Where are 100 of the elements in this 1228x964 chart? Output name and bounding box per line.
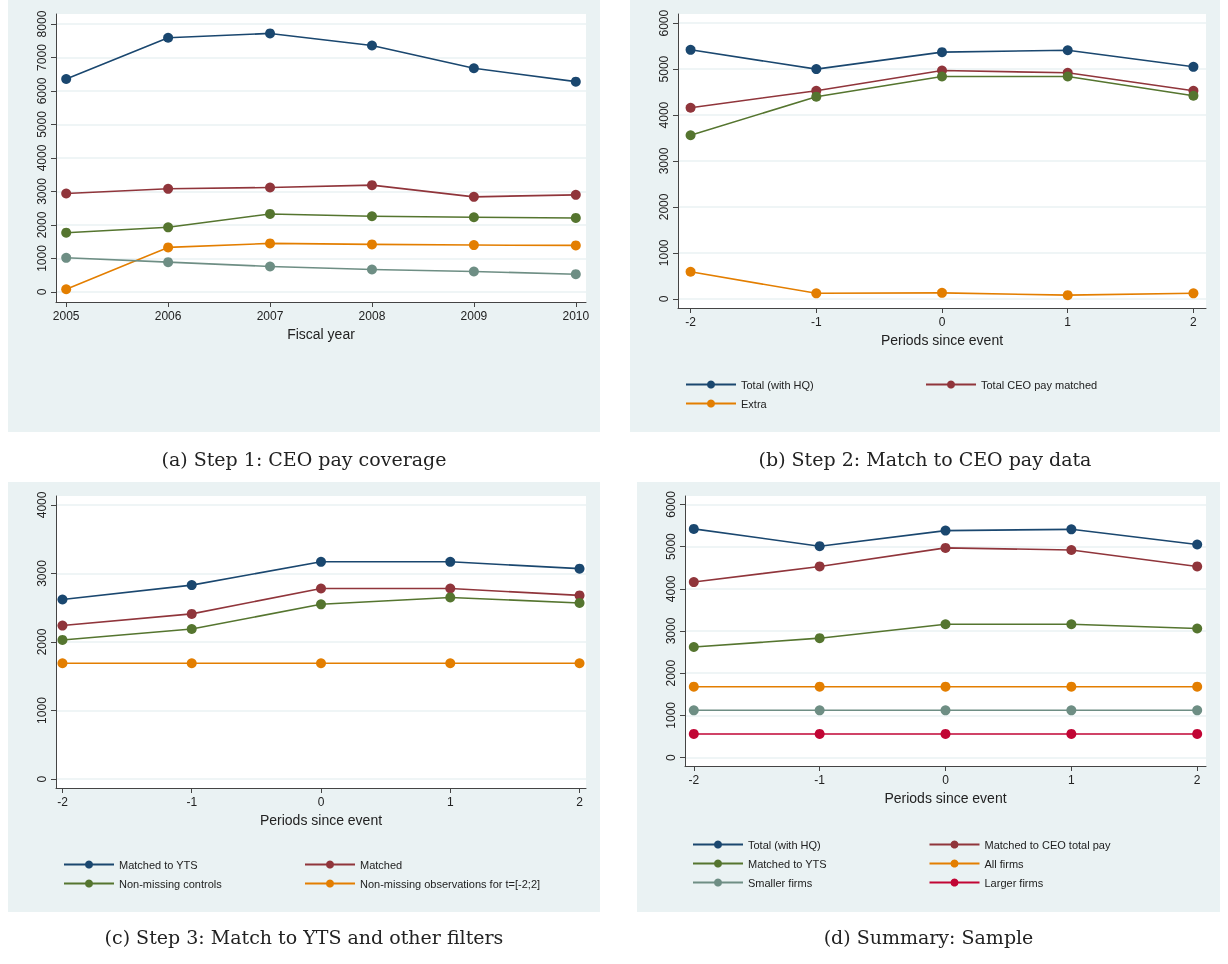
y-tick-label: 2000: [35, 211, 49, 239]
point: [685, 102, 696, 113]
point: [186, 658, 197, 669]
x-tick-label: -1: [810, 315, 822, 329]
x-tick-label: 1: [1064, 315, 1072, 329]
x-tick-label: -1: [814, 773, 826, 787]
point: [1192, 623, 1203, 634]
x-tick-label: -1: [186, 795, 198, 809]
point: [814, 728, 825, 739]
legend-label: Total (with HQ): [741, 378, 814, 391]
point: [316, 556, 326, 567]
x-tick-label: 2: [1193, 773, 1201, 787]
point: [570, 189, 581, 200]
legend-label: Non-missing controls: [119, 877, 223, 890]
point: [1066, 619, 1077, 630]
x-tick-label: 2007: [256, 309, 284, 323]
y-tick-label: 0: [664, 753, 678, 761]
point: [366, 40, 377, 51]
point: [688, 681, 699, 692]
x-tick-label: 0: [942, 773, 950, 787]
point: [811, 64, 822, 75]
point: [814, 705, 825, 716]
x-tick-label: 2006: [154, 309, 182, 323]
point: [57, 634, 68, 645]
point: [445, 556, 456, 567]
y-tick-label: 5000: [664, 532, 678, 560]
point: [468, 212, 479, 223]
point: [1192, 705, 1203, 716]
point: [1066, 728, 1077, 739]
point: [814, 681, 825, 692]
y-tick-label: 6000: [35, 77, 49, 105]
point: [1188, 61, 1199, 72]
y-tick-label: 1000: [35, 244, 49, 272]
point: [688, 728, 699, 739]
point: [811, 91, 822, 102]
point: [316, 658, 326, 669]
point: [445, 658, 456, 669]
y-tick-label: 3000: [657, 147, 671, 175]
point: [1066, 705, 1077, 716]
point: [1066, 681, 1077, 692]
point: [1066, 545, 1077, 555]
point: [1062, 71, 1073, 82]
text: (a) Step 1: CEO pay coverage: [160, 448, 448, 470]
point: [574, 563, 585, 574]
point: [940, 619, 951, 630]
point: [163, 222, 174, 233]
point: [445, 583, 456, 594]
point: [61, 284, 72, 295]
point: [814, 561, 825, 572]
point: [61, 227, 72, 238]
point: [688, 705, 699, 716]
point: [940, 681, 951, 692]
y-tick-label: 4000: [657, 101, 671, 129]
legend-label: Matched to YTS: [119, 858, 198, 871]
point: [57, 658, 68, 669]
point: [570, 240, 581, 251]
legend-label: Matched to YTS: [748, 857, 827, 870]
point: [265, 28, 276, 39]
point: [186, 608, 197, 619]
x-tick-label: 1: [1068, 773, 1075, 787]
point: [265, 261, 276, 272]
point: [688, 577, 699, 588]
legend-label: Matched to CEO total pay: [984, 838, 1111, 851]
point: [685, 44, 696, 55]
y-tick-label: 6000: [664, 490, 678, 518]
legend-label: Extra: [741, 397, 768, 410]
y-tick-label: 0: [35, 288, 49, 296]
point: [937, 47, 947, 58]
point: [57, 620, 68, 631]
y-tick-label: 4000: [35, 144, 49, 172]
y-tick-label: 4000: [664, 575, 678, 603]
y-tick-label: 1000: [35, 696, 49, 724]
point: [937, 71, 947, 82]
point: [61, 73, 72, 84]
point: [61, 188, 72, 199]
point: [468, 266, 479, 277]
y-tick-label: 1000: [657, 239, 671, 267]
point: [366, 180, 377, 191]
point: [940, 525, 951, 536]
legend-label: All firms: [984, 857, 1025, 870]
y-tick-label: 2000: [35, 628, 49, 656]
x-axis-title: Periods since event: [259, 811, 383, 828]
point: [1066, 524, 1077, 535]
x-tick-label: 0: [317, 795, 325, 809]
point: [937, 287, 947, 298]
point: [940, 728, 951, 739]
x-axis-title: Periods since event: [884, 789, 1007, 806]
point: [1188, 90, 1199, 101]
point: [1192, 539, 1203, 550]
point: [265, 238, 276, 249]
point: [163, 32, 174, 43]
y-tick-label: 5000: [35, 110, 49, 138]
text: (d) Summary: Sample: [822, 926, 1035, 948]
legend-label: Smaller firms: [748, 876, 813, 889]
legend-label: Matched: [360, 858, 403, 871]
point: [468, 191, 479, 202]
point: [570, 76, 581, 87]
point: [688, 523, 699, 534]
point: [940, 542, 951, 553]
point: [685, 130, 696, 141]
